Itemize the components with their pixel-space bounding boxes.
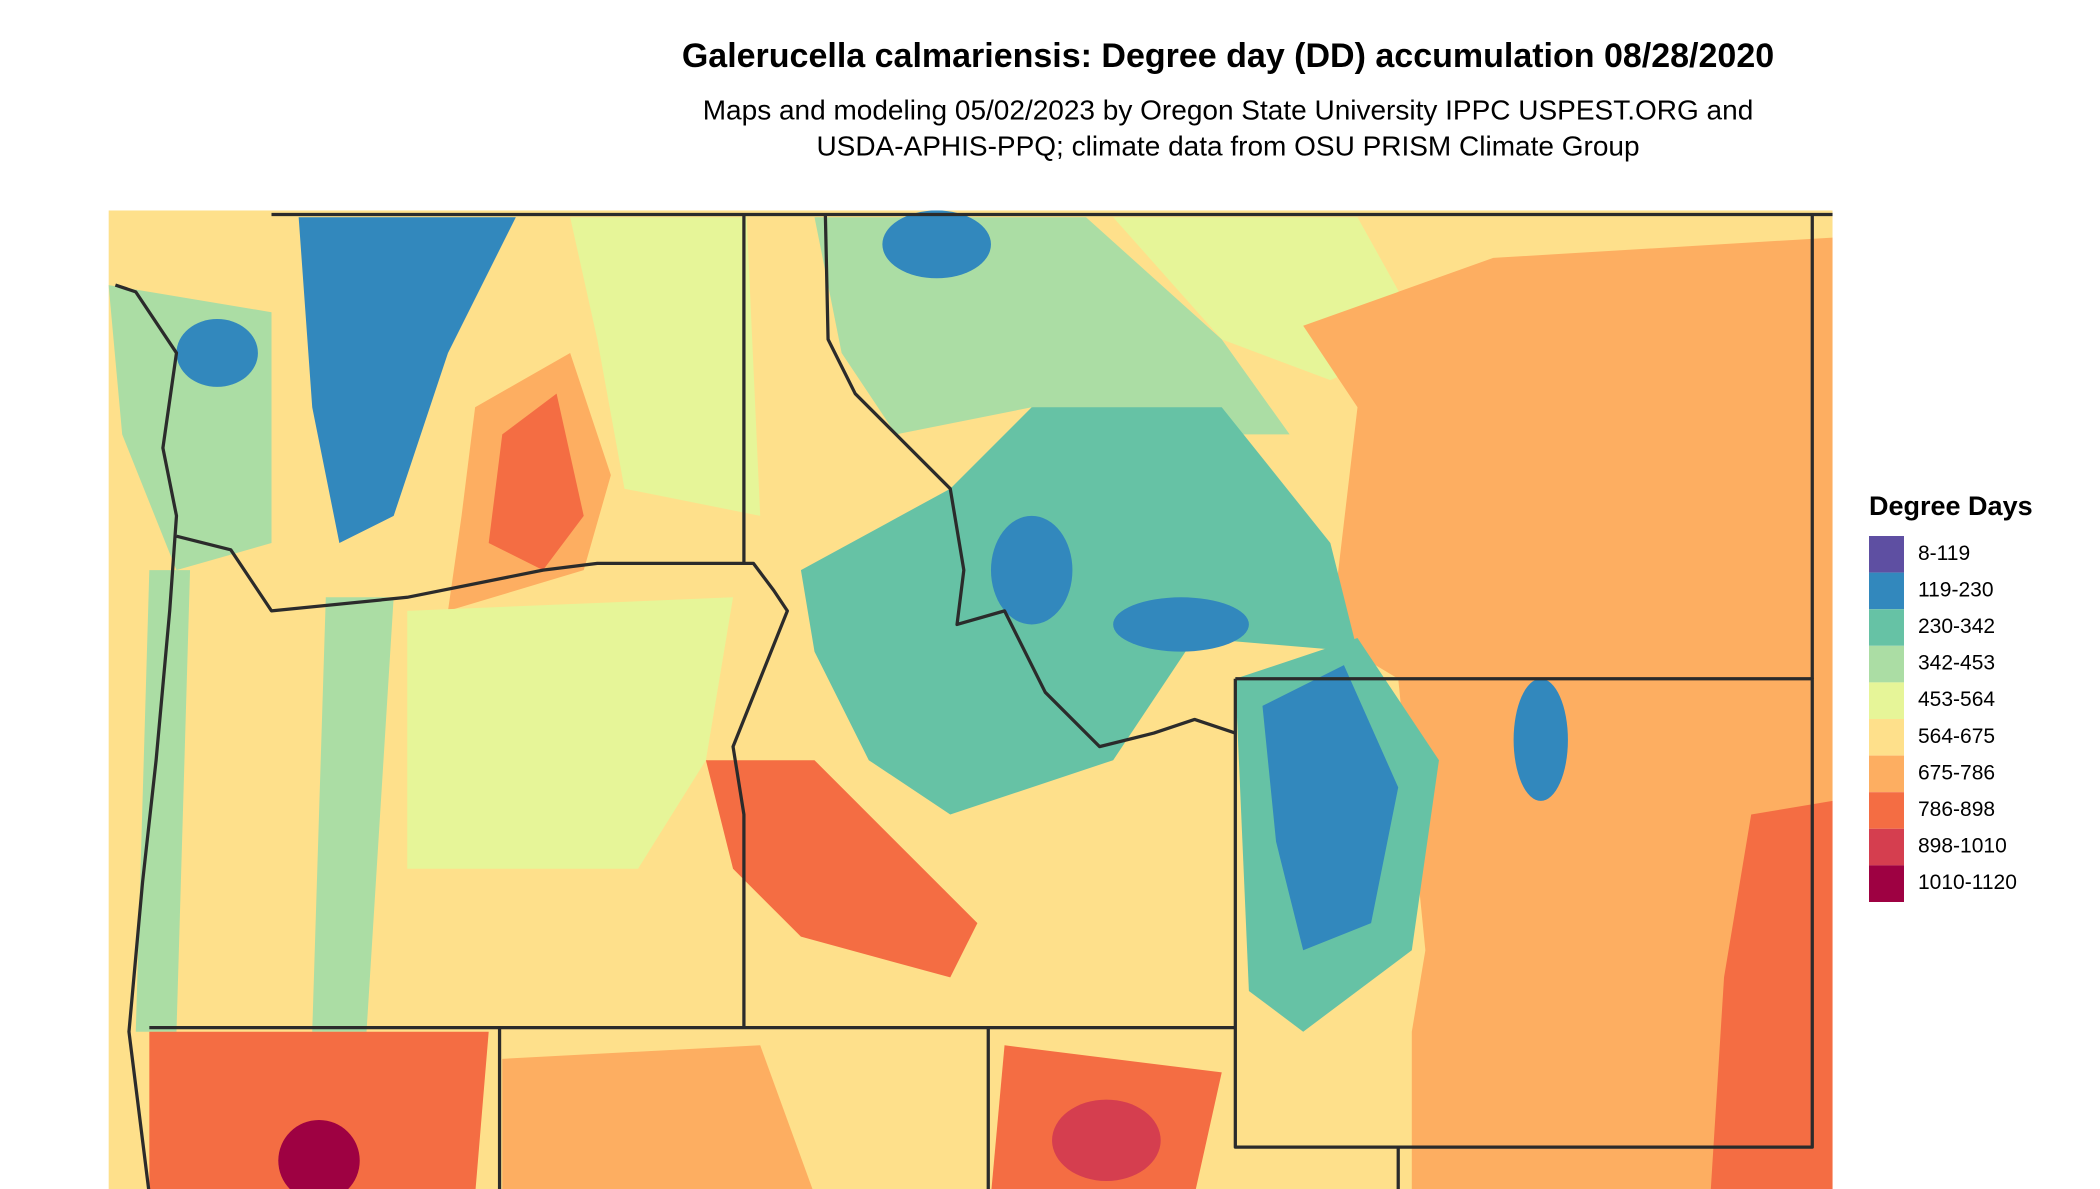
legend-title: Degree Days [1869, 491, 2033, 521]
region [502, 1045, 813, 1189]
subtitle: USDA-APHIS-PPQ; climate data from OSU PR… [816, 130, 1639, 161]
legend-swatch [1869, 755, 1904, 793]
legend-label: 8-119 [1918, 542, 1970, 565]
region [1303, 237, 1833, 1189]
map [108, 210, 1833, 1189]
region [176, 319, 258, 387]
region [800, 407, 1358, 815]
legend-label: 675-786 [1918, 761, 1995, 784]
region [135, 570, 191, 1032]
border [823, 214, 1236, 749]
region [312, 597, 394, 1032]
legend-label: 1010-1120 [1918, 871, 2017, 894]
region [570, 217, 761, 516]
legend-label: 564-675 [1918, 725, 1995, 748]
legend-swatch [1869, 828, 1904, 866]
legend-swatch [1869, 645, 1904, 683]
region [407, 597, 734, 869]
legend-swatch [1869, 682, 1904, 719]
legend-label: 119-230 [1918, 578, 1994, 601]
title: Galerucella calmariensis: Degree day (DD… [682, 37, 1774, 75]
legend-label: 342-453 [1918, 652, 1995, 675]
region [1513, 678, 1568, 801]
coastline [114, 283, 179, 1189]
region [990, 515, 1073, 625]
region [1052, 1099, 1161, 1182]
legend: 8-119 119-230 230-342 342-453 453-564 564-675… [1869, 536, 2017, 902]
region [882, 210, 991, 279]
legend-label: 898-1010 [1918, 835, 2007, 858]
legend-label: 786-898 [1918, 798, 1995, 821]
region [1262, 665, 1399, 951]
region [149, 1031, 489, 1189]
region [278, 1119, 360, 1189]
legend-swatch [1869, 536, 1904, 573]
legend-swatch [1869, 792, 1904, 829]
legend-swatch [1869, 865, 1904, 902]
region [1113, 597, 1249, 652]
border [176, 534, 789, 1028]
region [705, 760, 978, 978]
subtitle: Maps and modeling 05/02/2023 by Oregon S… [703, 94, 1754, 125]
legend-label: 230-342 [1918, 615, 1995, 638]
region [488, 393, 584, 571]
border [1233, 677, 1814, 1149]
legend-label: 453-564 [1918, 688, 1995, 711]
legend-swatch [1869, 572, 1904, 610]
region [1710, 800, 1833, 1189]
legend-swatch [1869, 609, 1904, 646]
legend-swatch [1869, 719, 1904, 756]
region [298, 217, 516, 543]
